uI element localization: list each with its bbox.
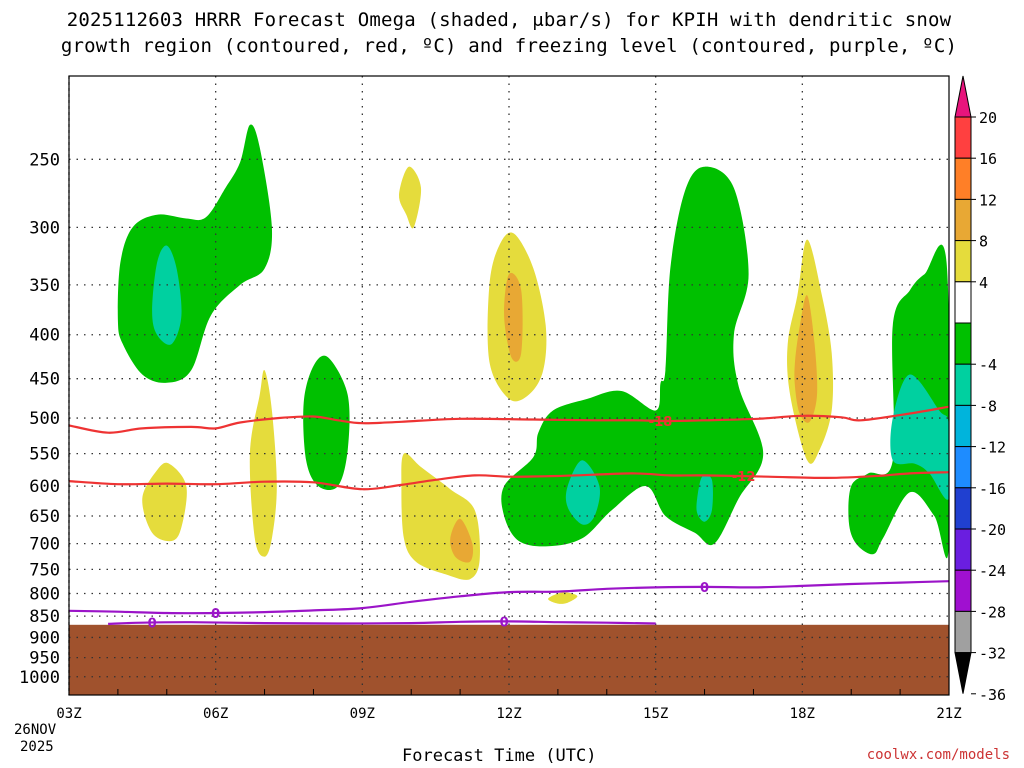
ytick-label-550: 550 [29,445,60,465]
colorbar-bin-1 [954,157,972,200]
contour-minus18 [68,405,950,434]
colorbar-label-3: 8 [979,233,988,251]
contour-minus12 [68,471,950,491]
colorbar-label-12: -32 [979,645,1006,663]
ytick-label-650: 650 [29,507,60,527]
omega-pos-11z-core [450,518,474,563]
grid-layer [69,76,949,695]
ytick-label-300: 300 [29,218,60,238]
contour-layer: -18 -12 0 0 0 0 [68,405,950,632]
terrain [69,624,949,695]
colorbar-bin-7 [954,404,972,448]
ytick-label-950: 950 [29,649,60,669]
omega-pos-10z-upper [398,166,422,229]
ytick-label-700: 700 [29,535,60,555]
ytick-label-600: 600 [29,477,60,497]
colorbar-under-arrow [954,652,972,694]
xtick-label-15Z: 15Z [643,706,668,722]
colorbar-bin-2 [954,198,972,242]
colorbar-bin-5 [954,322,972,365]
omega-neg-late-core [890,374,949,500]
colorbar-label-7: -12 [979,439,1006,457]
contour-minus18-label-0: -18 [649,415,673,430]
terrain-layer [69,624,949,695]
omega-pos-05z [142,462,187,542]
omega-neg-mid-core-b [696,474,713,522]
colorbar-bin-9 [954,487,972,530]
freezing-level-upper-label-1: 0 [700,581,709,596]
colorbar-label-13: -36 [979,686,1006,704]
ytick-label-350: 350 [29,276,60,296]
colorbar-bin-6 [954,363,972,406]
omega-neg-08z [303,355,350,490]
ytick-label-250: 250 [29,150,60,170]
chart-title-line2: growth region (contoured, red, ºC) and f… [60,35,958,57]
freezing-level-upper [68,580,950,615]
ytick-label-850: 850 [29,607,60,627]
xtick-label-06Z: 06Z [203,706,228,722]
colorbar-bin-4 [954,281,972,324]
ytick-label-900: 900 [29,628,60,648]
colorbar-label-10: -24 [979,562,1006,580]
colorbar-label-11: -28 [979,603,1006,621]
freezing-level-upper-label-0: 0 [211,607,220,622]
omega-neg-early-upper [117,124,273,383]
colorbar-label-0: 20 [979,109,997,127]
colorbar-bin-12 [954,610,972,654]
date-label-day: 26NOV [14,722,57,738]
colorbar: 20 16 12 8 4 -4 -8 -12 -16 -20 -24 -28 -32 -36 [954,75,1006,704]
xtick-label-12Z: 12Z [496,706,521,722]
colorbar-label-9: -20 [979,521,1006,539]
colorbar-label-1: 16 [979,150,997,168]
ytick-label-400: 400 [29,326,60,346]
freezing-level-lower [108,620,656,625]
colorbar-over-arrow [954,75,972,118]
omega-neg-mid [501,166,764,547]
ytick-label-800: 800 [29,584,60,604]
colorbar-bin-8 [954,446,972,489]
colorbar-bin-0 [954,116,972,159]
ytick-label-1000: 1000 [19,668,60,688]
xtick-label-21Z: 21Z [936,706,961,722]
colorbar-bin-11 [954,569,972,612]
colorbar-label-8: -16 [979,480,1006,498]
colorbar-label-4: 4 [979,274,988,292]
contour-minus12-label-0: -12 [732,470,756,485]
x-axis-title: Forecast Time (UTC) [402,746,597,766]
ytick-label-450: 450 [29,370,60,390]
plot-frame [68,75,950,696]
freezing-level-lower-label-0: 0 [148,617,157,632]
omega-neg-early-upper-core [152,245,182,345]
date-label-year: 2025 [20,739,54,755]
omega-pos-07z [249,369,277,557]
freezing-level-lower-label-1: 0 [500,615,509,630]
colorbar-bin-3 [954,240,972,283]
colorbar-bin-10 [954,528,972,571]
ytick-label-750: 750 [29,560,60,580]
colorbar-label-5: -4 [979,356,997,374]
omega-pos-18z-core [794,295,818,423]
chart-title-line1: 2025112603 HRRR Forecast Omega (shaded, … [66,9,952,31]
xtick-label-03Z: 03Z [56,706,81,722]
colorbar-label-2: 12 [979,191,997,209]
colorbar-label-6: -8 [979,397,997,415]
omega-shading [117,124,949,604]
ytick-label-500: 500 [29,409,60,429]
credit-link[interactable]: coolwx.com/models [866,747,1010,763]
xtick-label-18Z: 18Z [790,706,815,722]
omega-pos-13z-tiny [548,592,578,604]
xtick-label-09Z: 09Z [350,706,375,722]
axes-layer: 2503003504004505005506006507007508008509… [19,75,962,722]
